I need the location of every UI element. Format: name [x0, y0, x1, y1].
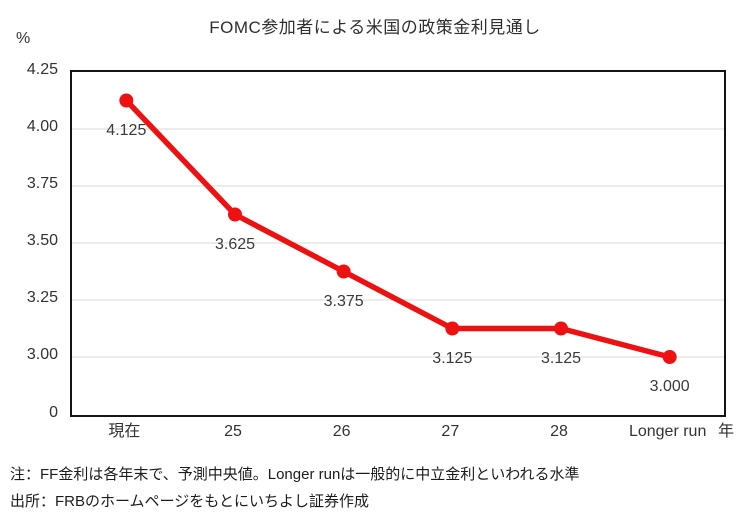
- y-tick-label: 3.50: [26, 232, 58, 249]
- data-label: 4.125: [106, 121, 147, 139]
- y-tick-label: 4.00: [26, 118, 58, 135]
- x-tick-label: Longer run: [628, 423, 707, 440]
- y-tick-label: 3.00: [26, 346, 58, 363]
- data-point: [119, 93, 134, 108]
- x-tick-label: 25: [224, 423, 242, 440]
- y-tick-label: 3.25: [26, 289, 58, 306]
- data-point: [336, 264, 351, 279]
- rate-line-chart: [72, 93, 724, 364]
- data-point: [662, 350, 677, 364]
- data-label: 3.625: [214, 235, 256, 253]
- data-point: [445, 321, 460, 336]
- y-tick-label: 3.75: [26, 175, 58, 192]
- footnotes: 注：FF金利は各年末で、予測中央値。Longer runは一般的に中立金利といわ…: [10, 461, 746, 515]
- x-axis-unit-label: 年: [718, 423, 735, 440]
- source-line: 出所：FRBのホームページをもとにいちよし証券作成: [10, 493, 369, 510]
- data-label: 3.375: [323, 292, 364, 310]
- x-tick-label: 28: [550, 423, 568, 440]
- data-label: 3.125: [432, 349, 473, 367]
- plot-area: 4.125 3.625 3.375 3.125 3.125 3.000: [70, 70, 726, 417]
- data-label: 3.000: [649, 378, 690, 395]
- chart-title: FOMC参加者による米国の政策金利見通し: [209, 18, 541, 37]
- x-tick-label: 26: [332, 423, 351, 440]
- note-line: 注：FF金利は各年末で、予測中央値。Longer runは一般的に中立金利といわ…: [10, 466, 580, 483]
- x-tick-label: 現在: [108, 423, 141, 440]
- data-label: 3.125: [540, 349, 582, 367]
- y-axis-unit-label: %: [16, 30, 31, 47]
- data-point: [554, 321, 568, 336]
- rate-line: [123, 97, 673, 360]
- y-tick-label: 4.25: [26, 61, 58, 78]
- x-tick-label: 27: [441, 423, 460, 440]
- y-tick-label: 0: [49, 404, 58, 421]
- data-point: [228, 207, 242, 222]
